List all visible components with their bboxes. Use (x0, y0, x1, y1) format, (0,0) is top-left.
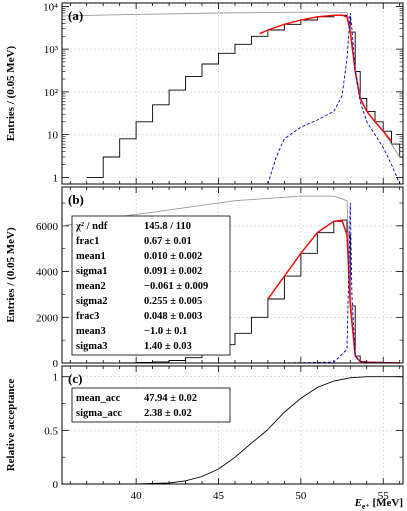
stat-name: mean1 (76, 251, 106, 262)
x-tick-label: 50 (295, 490, 307, 502)
stat-value: 47.94 ± 0.02 (144, 393, 197, 404)
panel-label: (a) (68, 8, 83, 23)
stat-value: −0.061 ± 0.009 (144, 281, 208, 292)
y-tick-label: 1 (53, 372, 59, 384)
stat-value: 0.010 ± 0.002 (144, 251, 202, 262)
y-axis-title: Entries / (0.05 MeV) (5, 46, 17, 142)
stat-name: sigma2 (76, 296, 108, 307)
stat-name: frac3 (76, 311, 99, 322)
x-axis-title: Ee⁺ [MeV] (354, 497, 403, 511)
y-tick-label: 10³ (44, 44, 59, 56)
y-tick-label: 0 (53, 479, 59, 491)
series-data-histogram (86, 14, 403, 178)
y-tick-label: 4000 (36, 267, 59, 279)
stats-box (71, 215, 231, 356)
series-acceptance (62, 376, 403, 485)
series-fit (259, 14, 393, 142)
stat-name: sigma1 (76, 266, 108, 277)
plot-frame (61, 186, 404, 364)
x-tick-label: 55 (378, 490, 390, 502)
plot-frame (61, 2, 404, 185)
y-tick-label: 1 (53, 172, 59, 184)
x-tick-label: 40 (131, 490, 143, 502)
x-tick-label: 45 (213, 490, 225, 502)
panel-c: 0 0.5 1 (c) Relative acceptance mean_acc 47.94… (5, 365, 404, 491)
stat-name: mean3 (76, 326, 106, 337)
panel-label: (c) (68, 371, 82, 386)
y-tick-label: 10² (44, 87, 59, 99)
series-fit (267, 219, 400, 364)
stat-value: 2.38 ± 0.02 (144, 408, 192, 419)
stat-name: mean2 (76, 281, 106, 292)
stat-value: 1.40 ± 0.03 (144, 341, 192, 352)
stat-name: mean_acc (76, 393, 121, 404)
stat-name: frac1 (76, 236, 99, 247)
stat-value: −1.0 ± 0.1 (144, 326, 187, 337)
y-tick-label: 6000 (36, 221, 59, 233)
y-axis-title: Relative acceptance (5, 379, 17, 472)
stats-box (71, 387, 231, 423)
y-tick-label: 2000 (36, 312, 59, 324)
stat-name: sigma_acc (76, 408, 122, 419)
stat-value: 0.255 ± 0.005 (144, 296, 202, 307)
y-axis-title: Entries / (0.05 MeV) (5, 227, 17, 323)
panel-label: (b) (68, 192, 84, 207)
stat-value: 0.67 ± 0.01 (144, 236, 192, 247)
stat-value: 0.091 ± 0.002 (144, 266, 202, 277)
y-tick-label: 0 (53, 358, 59, 370)
series-fit-component (267, 12, 401, 185)
panel-b: 0 2000 4000 6000 (b) Entries / (0.05 MeV) χ² /… (5, 186, 404, 370)
y-tick-label: 10⁴ (43, 1, 58, 13)
y-tick-label: 10 (47, 130, 59, 142)
y-tick-label: 0.5 (44, 425, 58, 437)
plot-frame (61, 365, 404, 485)
stat-name: sigma3 (76, 341, 108, 352)
stat-value: 0.048 ± 0.003 (144, 311, 202, 322)
series-acceptance-weighted-curve (61, 11, 401, 158)
series-data-histogram (103, 219, 403, 364)
series-fit-component (267, 202, 400, 364)
stat-value: 145.8 / 110 (144, 221, 191, 232)
stat-name: χ² / ndf (75, 221, 108, 232)
panel-a: 1 10 10² 10³ 10⁴ (a) Entries / (0.05 MeV) (5, 1, 404, 185)
